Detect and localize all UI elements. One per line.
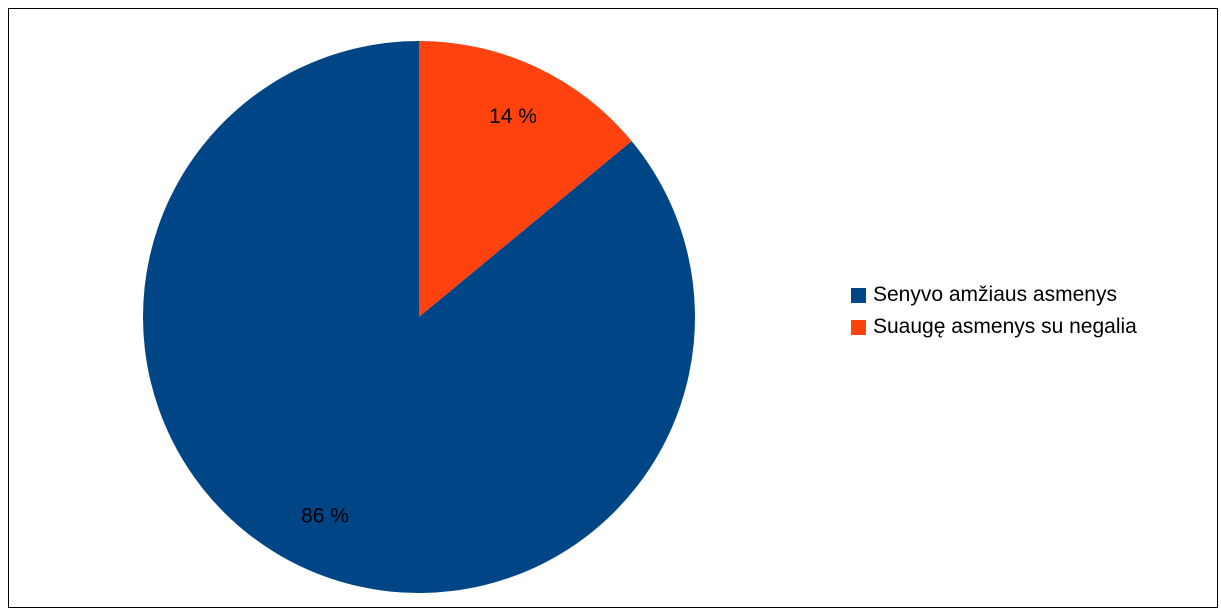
pie-data-label-1: 86 % bbox=[301, 504, 349, 527]
legend: Senyvo amžiaus asmenys Suaugę asmenys su… bbox=[851, 279, 1137, 343]
legend-label-senyvo: Senyvo amžiaus asmenys bbox=[873, 283, 1117, 306]
chart-frame: 14 % 86 % Senyvo amžiaus asmenys Suaugę a… bbox=[8, 8, 1218, 608]
legend-item-suauge: Suaugę asmenys su negalia bbox=[851, 311, 1137, 343]
legend-label-suauge: Suaugę asmenys su negalia bbox=[873, 315, 1137, 338]
pie-slice-1 bbox=[142, 41, 695, 593]
legend-item-senyvo: Senyvo amžiaus asmenys bbox=[851, 279, 1137, 311]
pie-data-label-0: 14 % bbox=[489, 105, 537, 128]
legend-swatch-suauge bbox=[851, 319, 866, 335]
pie-chart: 14 % 86 % bbox=[142, 41, 695, 593]
pie-slice-0 bbox=[419, 41, 632, 317]
legend-swatch-senyvo bbox=[851, 287, 866, 303]
